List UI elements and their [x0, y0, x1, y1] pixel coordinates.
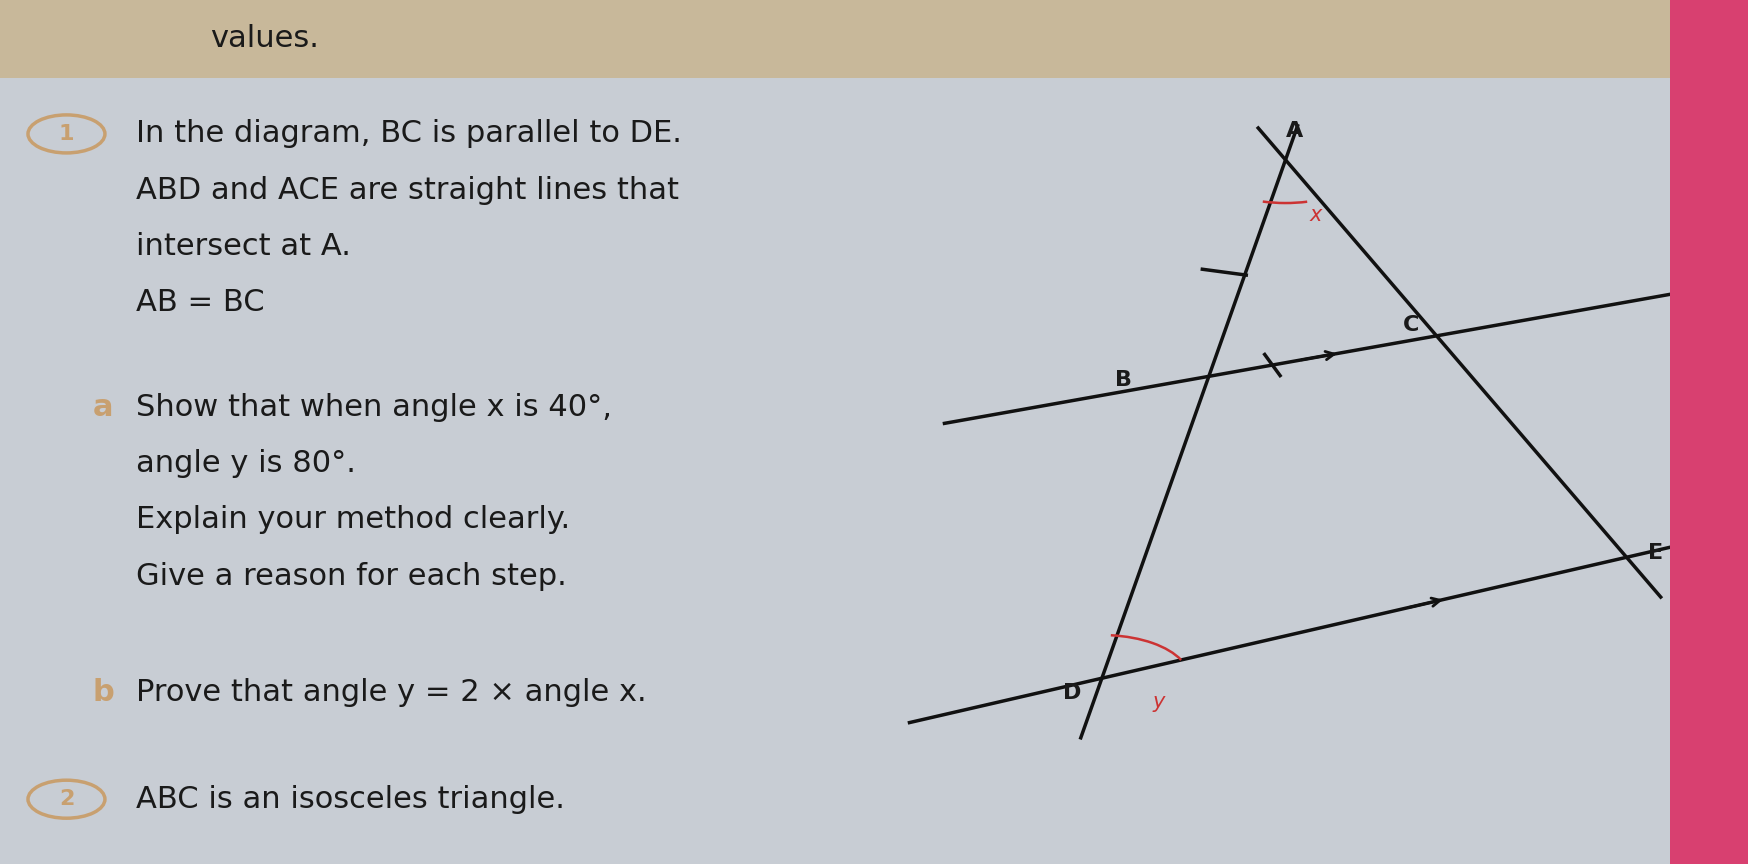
Text: AB = BC: AB = BC: [136, 288, 266, 317]
Text: Explain your method clearly.: Explain your method clearly.: [136, 505, 570, 535]
Text: E: E: [1647, 543, 1662, 563]
Text: a: a: [93, 393, 114, 422]
Text: 2: 2: [59, 789, 73, 810]
Text: ABD and ACE are straight lines that: ABD and ACE are straight lines that: [136, 175, 678, 205]
Text: values.: values.: [210, 24, 318, 54]
Text: ABC is an isosceles triangle.: ABC is an isosceles triangle.: [136, 785, 565, 814]
Bar: [0, 0, 1748, 78]
Text: intersect at A.: intersect at A.: [136, 232, 351, 261]
Text: Prove that angle y = 2 × angle x.: Prove that angle y = 2 × angle x.: [136, 678, 647, 708]
Text: D: D: [1061, 683, 1080, 702]
Text: angle y is 80°.: angle y is 80°.: [136, 449, 357, 479]
Text: B: B: [1113, 370, 1131, 391]
Text: $y$: $y$: [1152, 694, 1166, 714]
Text: In the diagram, BC is parallel to DE.: In the diagram, BC is parallel to DE.: [136, 119, 682, 149]
Text: A: A: [1285, 121, 1302, 141]
Text: $x$: $x$: [1309, 205, 1323, 225]
Text: Show that when angle x is 40°,: Show that when angle x is 40°,: [136, 393, 612, 422]
Bar: [1669, 0, 1748, 864]
Text: Give a reason for each step.: Give a reason for each step.: [136, 562, 566, 591]
Text: b: b: [93, 678, 114, 708]
Text: 1: 1: [59, 124, 73, 144]
Text: C: C: [1402, 315, 1418, 335]
